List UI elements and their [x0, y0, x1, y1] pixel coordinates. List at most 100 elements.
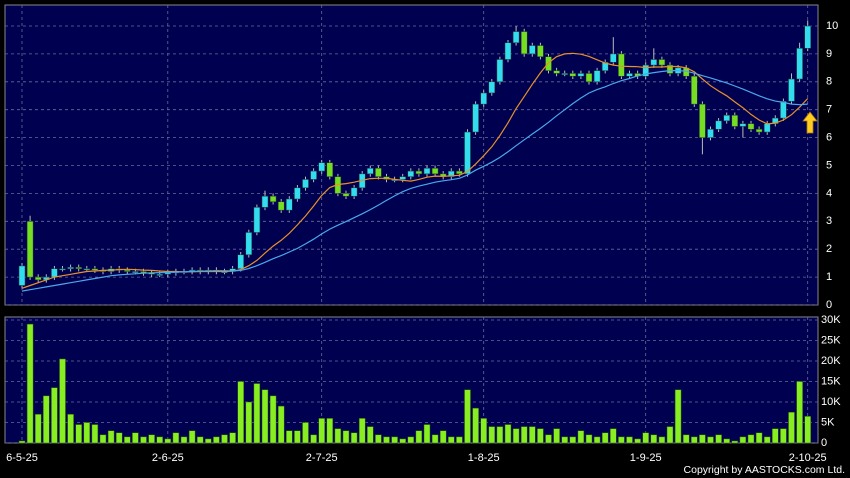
candle-body: [731, 115, 739, 127]
volume-bar: [18, 440, 26, 444]
candle-body: [650, 59, 658, 66]
candle-body: [561, 73, 568, 75]
candle-body: [496, 59, 504, 83]
volume-bar: [731, 440, 739, 444]
candle-body: [610, 53, 617, 63]
candle-body: [715, 120, 722, 130]
candle-body: [739, 123, 747, 127]
volume-bar: [658, 436, 666, 444]
y-tick-label: 10K: [821, 396, 841, 408]
candle-body: [707, 128, 714, 138]
volume-bar: [691, 436, 698, 444]
candle-body: [407, 170, 415, 177]
candle-body: [666, 64, 674, 74]
y-tick-label: 0: [821, 437, 827, 449]
volume-bar: [772, 428, 779, 444]
candle-body: [577, 73, 585, 77]
volume-bar: [723, 438, 730, 444]
volume-bar: [164, 438, 172, 444]
volume-bar: [529, 426, 536, 444]
candle-body: [269, 195, 277, 203]
signal-arrow: [802, 111, 818, 134]
x-tick-label: 1-9-25: [630, 452, 662, 464]
candle-body: [164, 272, 172, 275]
y-tick-label: 20K: [821, 355, 841, 367]
volume-bar: [585, 434, 593, 444]
candle-body: [286, 198, 293, 211]
volume-bar: [618, 436, 625, 444]
volume-bar: [642, 432, 649, 444]
volume-bar: [399, 438, 406, 444]
candle-body: [658, 59, 666, 66]
volume-bar: [537, 428, 544, 444]
candle-body: [302, 179, 309, 189]
volume-bar: [261, 389, 269, 444]
volume-bar: [496, 426, 504, 444]
x-tick-label: 2-6-25: [152, 452, 184, 464]
y-tick-label: 0: [826, 299, 832, 311]
candle-body: [132, 271, 139, 273]
volume-bar: [415, 430, 423, 444]
volume-bar: [286, 430, 293, 444]
volume-bar: [342, 430, 350, 444]
volume-bar: [472, 407, 479, 444]
candle-body: [537, 45, 544, 57]
candle-body: [261, 195, 269, 208]
volume-bar: [780, 428, 787, 444]
candle-body: [91, 268, 99, 271]
x-tick-label: 2-10-25: [789, 452, 827, 464]
volume-bar: [512, 428, 520, 444]
candle-body: [529, 45, 536, 55]
volume-bar: [682, 434, 690, 444]
volume-bar: [221, 434, 228, 444]
volume-bar: [707, 436, 714, 444]
candle-body: [83, 268, 91, 271]
volume-bar: [480, 418, 487, 444]
volume-bar: [488, 426, 496, 444]
volume-bar: [504, 424, 512, 444]
candle-body: [310, 170, 317, 180]
volume-bar: [156, 436, 163, 444]
volume-bar: [788, 412, 795, 444]
volume-bar: [569, 436, 577, 444]
candle-body: [350, 187, 358, 197]
volume-bar: [610, 428, 617, 444]
y-tick-label: 9: [826, 48, 832, 60]
volume-bar: [269, 395, 277, 444]
volume-bar: [601, 432, 609, 444]
volume-bar: [739, 436, 747, 444]
volume-bar: [294, 430, 301, 444]
volume-bar: [383, 436, 390, 444]
candle-body: [237, 254, 244, 269]
candle-body: [294, 187, 301, 200]
volume-bar: [431, 434, 439, 444]
volume-bar: [561, 436, 568, 444]
candle-body: [415, 170, 423, 175]
candle-body: [34, 276, 42, 281]
x-tick-label: 2-7-25: [306, 452, 338, 464]
candle-body: [585, 73, 593, 83]
candle-body: [788, 78, 795, 102]
candle-body: [618, 53, 625, 77]
volume-bar: [253, 383, 261, 444]
candle-body: [780, 101, 787, 119]
candle-body: [569, 73, 577, 77]
y-tick-label: 6: [826, 132, 832, 144]
volume-bar: [277, 405, 285, 444]
y-tick-label: 10: [826, 20, 838, 32]
candle-body: [18, 265, 26, 286]
volume-bar: [43, 395, 50, 444]
y-tick-label: 8: [826, 76, 832, 88]
y-tick-label: 4: [826, 187, 832, 199]
candle-body: [253, 207, 261, 233]
candle-body: [472, 103, 479, 133]
candle-body: [593, 70, 601, 83]
volume-bar: [310, 434, 317, 444]
volume-bar: [188, 430, 196, 444]
volume-bar: [107, 430, 115, 444]
candle-body: [520, 31, 528, 55]
volume-bar: [99, 434, 107, 444]
volume-bar: [747, 434, 755, 444]
